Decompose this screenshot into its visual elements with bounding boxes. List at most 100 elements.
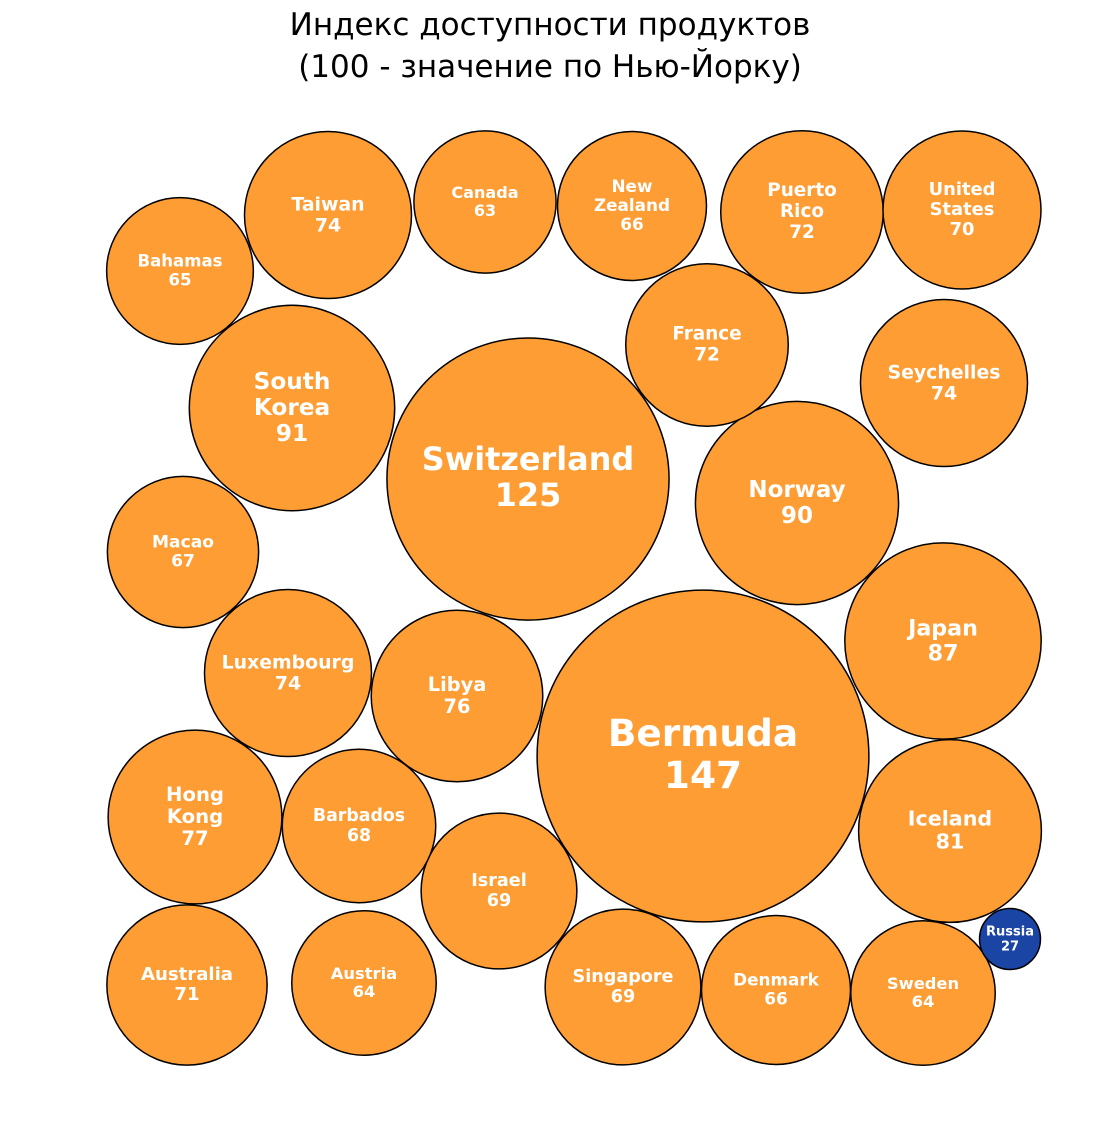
bubble-label-seychelles: Seychelles 74 <box>887 361 1000 404</box>
chart-title: Индекс доступности продуктов (100 - знач… <box>0 4 1100 88</box>
bubble-circle-iceland <box>857 738 1043 924</box>
bubble-name-puerto-rico: Rico <box>780 201 824 222</box>
bubble-name-luxembourg: Luxembourg <box>222 651 355 673</box>
bubble-value-bermuda: 147 <box>664 753 742 797</box>
bubble-iceland: Iceland 81 <box>857 738 1043 924</box>
bubble-circle-austria <box>291 910 437 1056</box>
bubble-united-states: United States 70 <box>882 130 1042 290</box>
bubble-label-south-korea: South Korea 91 <box>254 367 331 446</box>
bubble-label-united-states: United States 70 <box>929 179 996 240</box>
bubble-canada: Canada 63 <box>413 130 557 274</box>
bubble-label-taiwan: Taiwan 74 <box>291 193 364 236</box>
bubble-australia: Australia 71 <box>106 904 268 1066</box>
bubble-value-france: 72 <box>694 344 720 365</box>
bubble-israel: Israel 69 <box>420 812 578 970</box>
bubble-circle-luxembourg <box>203 588 373 758</box>
bubble-label-barbados: Barbados 68 <box>313 806 405 846</box>
bubble-value-australia: 71 <box>174 984 199 1005</box>
chart-title-line-1: Индекс доступности продуктов <box>289 7 811 43</box>
bubble-circle-bahamas <box>105 196 255 346</box>
bubble-russia: Russia 27 <box>978 907 1042 971</box>
bubble-singapore: Singapore 69 <box>544 908 702 1066</box>
bubble-name-seychelles: Seychelles <box>887 361 1000 383</box>
bubble-value-switzerland: 125 <box>495 476 562 514</box>
bubble-label-israel: Israel 69 <box>471 871 526 911</box>
bubble-circle-israel <box>420 812 578 970</box>
bubble-label-macao: Macao 67 <box>152 532 214 571</box>
bubble-value-singapore: 69 <box>611 987 635 1007</box>
chart-title-line-2: (100 - значение по Нью-Йорку) <box>298 49 802 85</box>
bubble-label-luxembourg: Luxembourg 74 <box>222 651 355 694</box>
bubble-value-united-states: 70 <box>950 219 975 240</box>
bubble-value-russia: 27 <box>1001 939 1019 954</box>
bubble-name-new-zealand: New <box>611 176 652 196</box>
bubble-value-iceland: 81 <box>936 830 965 854</box>
bubble-austria: Austria 64 <box>291 910 437 1056</box>
bubble-value-libya: 76 <box>444 694 471 717</box>
bubble-name-new-zealand: Zealand <box>594 195 670 215</box>
bubble-value-taiwan: 74 <box>315 214 341 236</box>
bubble-label-norway: Norway 90 <box>748 477 845 529</box>
bubble-name-norway: Norway <box>748 477 845 503</box>
bubble-label-singapore: Singapore 69 <box>573 967 674 1007</box>
bubble-denmark: Denmark 66 <box>700 914 852 1066</box>
bubble-value-luxembourg: 74 <box>275 672 301 694</box>
bubble-circle-russia <box>978 907 1042 971</box>
bubble-value-japan: 87 <box>928 640 959 666</box>
bubble-name-israel: Israel <box>471 871 526 891</box>
bubble-switzerland: Switzerland 125 <box>386 337 670 621</box>
bubble-name-austria: Austria <box>331 963 397 982</box>
bubble-taiwan: Taiwan 74 <box>243 130 413 300</box>
bubble-label-bermuda: Bermuda 147 <box>608 710 798 796</box>
bubble-value-south-korea: 91 <box>276 420 308 447</box>
bubble-label-bahamas: Bahamas 65 <box>137 251 222 289</box>
bubble-label-hong-kong: Hong Kong 77 <box>166 782 224 849</box>
bubble-new-zealand: New Zealand 66 <box>556 130 708 282</box>
bubble-name-iceland: Iceland <box>908 806 992 830</box>
bubble-label-new-zealand: New Zealand 66 <box>594 176 670 234</box>
bubble-name-libya: Libya <box>428 673 487 696</box>
bubble-name-singapore: Singapore <box>573 967 674 987</box>
bubble-value-bahamas: 65 <box>168 270 191 289</box>
bubble-south-korea: South Korea 91 <box>188 304 396 512</box>
bubble-circle-seychelles <box>859 298 1029 468</box>
bubble-label-france: France 72 <box>672 324 741 366</box>
bubble-value-denmark: 66 <box>764 989 787 1009</box>
bubble-name-canada: Canada <box>451 182 518 201</box>
bubble-name-puerto-rico: Puerto <box>767 180 836 201</box>
bubble-name-united-states: States <box>930 199 995 220</box>
bubble-name-bermuda: Bermuda <box>608 710 798 754</box>
bubble-circle-united-states <box>882 130 1042 290</box>
bubble-circle-norway <box>694 400 900 606</box>
bubble-value-hong-kong: 77 <box>181 827 208 850</box>
bubble-name-united-states: United <box>929 179 996 200</box>
bubble-label-canada: Canada 63 <box>451 182 518 219</box>
bubble-value-macao: 67 <box>171 552 195 572</box>
bubble-circle-barbados <box>281 748 437 904</box>
bubble-label-iceland: Iceland 81 <box>908 806 992 853</box>
bubble-label-russia: Russia 27 <box>986 924 1034 954</box>
bubble-france: France 72 <box>624 262 790 428</box>
bubble-bermuda: Bermuda 147 <box>536 589 870 923</box>
bubble-bahamas: Bahamas 65 <box>105 196 255 346</box>
bubble-name-macao: Macao <box>152 532 214 552</box>
bubble-value-sweden: 64 <box>912 992 935 1011</box>
bubble-japan: Japan 87 <box>844 542 1042 740</box>
bubble-name-barbados: Barbados <box>313 806 405 826</box>
bubble-luxembourg: Luxembourg 74 <box>203 588 373 758</box>
bubble-circle-bermuda <box>536 589 870 923</box>
bubble-name-hong-kong: Kong <box>167 805 223 828</box>
bubble-barbados: Barbados 68 <box>281 748 437 904</box>
bubble-value-israel: 69 <box>487 891 511 911</box>
bubble-circle-hong-kong <box>107 729 283 905</box>
bubble-label-denmark: Denmark 66 <box>733 969 820 1008</box>
bubble-circle-canada <box>413 130 557 274</box>
bubble-hong-kong: Hong Kong 77 <box>107 729 283 905</box>
bubble-value-austria: 64 <box>353 982 376 1001</box>
bubble-value-puerto-rico: 72 <box>789 222 815 243</box>
bubble-circle-sweden <box>850 920 996 1066</box>
bubble-name-japan: Japan <box>906 615 978 641</box>
bubble-name-hong-kong: Hong <box>166 782 224 805</box>
bubble-name-bahamas: Bahamas <box>137 251 222 270</box>
